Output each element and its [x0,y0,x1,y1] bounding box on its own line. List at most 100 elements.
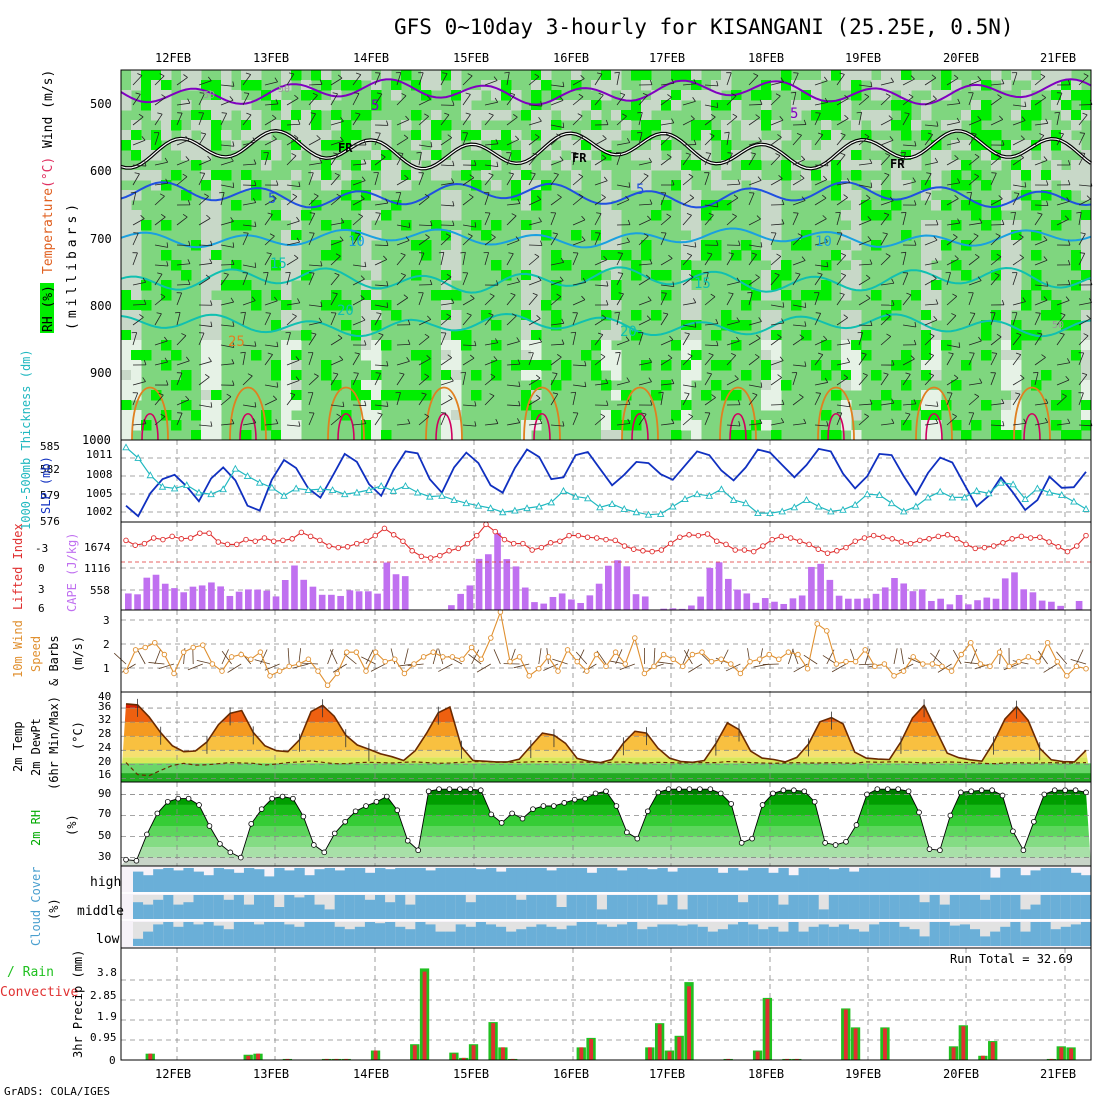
rh-cell [211,280,222,291]
wind-speed-point [1007,664,1012,669]
li-point [558,539,563,544]
rh-cell [301,110,312,121]
rh-cell [451,240,462,251]
cape-bar [374,594,381,610]
rh-cell [691,360,702,371]
rh-cell [871,90,882,101]
lifted-index-label: Lifted Index [11,523,25,610]
rh-cell [311,100,322,111]
cape-bar [513,566,520,610]
li-point [364,539,369,544]
li-point [391,533,396,538]
rh-cell [561,110,572,121]
rh-cell [471,120,482,131]
rh-point [395,808,400,813]
cape-bar [540,604,547,610]
rh-cell [491,180,502,191]
cloud-cell [920,868,930,892]
surface-wind-barb [288,648,289,664]
cape-bar [1030,592,1037,610]
rh-cell [1071,250,1082,261]
rh-cell [211,250,222,261]
li-point [465,541,470,546]
rh-cell [1011,300,1022,311]
cape-bar [356,591,363,610]
rh-cell [661,270,672,281]
rh-point [1011,829,1016,834]
cloud-cell [284,924,294,946]
cape-bar [1011,572,1018,610]
wind-speed-point [805,666,810,671]
rh-cell [431,110,442,121]
cape-ticks: 558 1116 1674 [84,541,111,597]
cloud-cell [335,895,345,919]
rh-cell [811,290,822,301]
rh-cell [241,280,252,291]
wind-speed-point [508,659,513,664]
rh-cell [1031,160,1042,171]
rh-cell [1061,110,1072,121]
cape-bar [873,594,880,610]
li-point [410,549,415,554]
rh-cell [751,160,762,171]
rh-cell [671,70,682,81]
wind-speed-point [489,636,494,641]
rh-cell [651,140,662,151]
cloud-cell [294,868,304,892]
li-point [539,545,544,550]
cloud-cell [405,905,415,919]
cloud-cell [476,869,486,892]
rh-cell [151,80,162,91]
rh-cell [441,400,452,411]
isotherm-label: FR [890,157,905,171]
rh-point [771,791,776,796]
rh-point [207,824,212,829]
li-point [871,533,876,538]
cloud-cell [365,873,375,892]
wind-speed-point [594,652,599,657]
rh-cell [491,130,502,141]
wind-speed-point [930,662,935,667]
cape-bar [291,566,298,610]
rh-cell [1081,410,1092,421]
rh-point [583,796,588,801]
rh-cell [871,400,882,411]
rh-cell [441,310,452,321]
li-point [844,545,849,550]
rh-point [802,789,807,794]
li-tick: 3 [38,583,45,596]
cloud-cell [446,868,456,892]
rh-band [121,794,1091,805]
rh-cell [211,210,222,221]
surface-wind-barb [657,662,673,664]
li-point [124,538,129,543]
rh-cell [241,170,252,181]
rh-cell [601,180,612,191]
temp-band [121,708,1091,722]
thickness-point [402,483,408,489]
wind-speed-point [268,674,273,679]
rh-cell [1071,110,1082,121]
rh-cell [681,400,692,411]
cloud-cell [839,895,849,919]
rh-cell [471,90,482,101]
li-point [825,551,830,556]
rh-cell [711,250,722,261]
date-label-bottom: 14FEB [353,1067,389,1081]
rh-cell [691,420,702,431]
cloud-cell [173,905,183,919]
rh-cell [831,390,842,401]
wind-speed-point [441,655,446,660]
rh-cell [131,140,142,151]
cloud-cell [1020,932,1030,946]
rh-cell [451,210,462,221]
thickness-point [220,486,226,492]
rh-cell [761,340,772,351]
rh-cell [611,280,622,291]
cloud-cell [436,895,446,919]
rh-cell [431,170,442,181]
cloud-cell [950,895,960,919]
rh-band [121,858,1091,866]
rh-cell [431,70,442,81]
rh-cell [321,170,332,181]
